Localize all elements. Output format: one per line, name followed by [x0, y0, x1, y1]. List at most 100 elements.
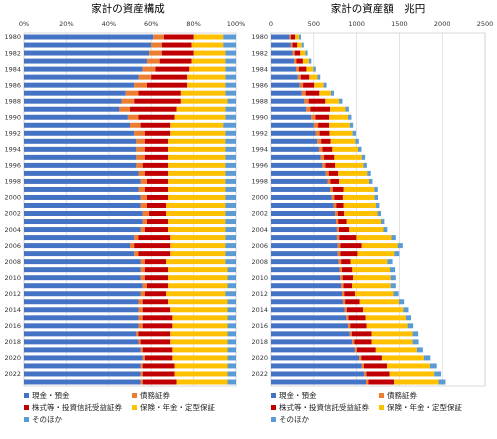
bar-segment-composition-2013-s0 [24, 299, 139, 305]
bar-segment-composition-2020-s1 [142, 355, 145, 361]
bar-segment-composition-1990-s0 [24, 114, 128, 120]
bar-segment-composition-2018-s1 [138, 339, 141, 345]
bar-segment-amount-2009-s3 [352, 267, 390, 273]
y-tick-label-amount: 1982 [251, 49, 268, 57]
bar-segment-amount-2018-s4 [412, 339, 419, 345]
bar-segment-amount-2010-s2 [342, 275, 354, 281]
y-tick-label-composition: 2002 [4, 210, 21, 218]
bar-segment-composition-2009-s3 [168, 267, 228, 273]
bar-segment-amount-2011-s4 [390, 283, 396, 289]
bar-segment-composition-1989-s2 [130, 106, 177, 112]
bar-segment-composition-2010-s2 [144, 275, 169, 281]
bar-segment-composition-1986-s2 [146, 82, 188, 88]
bar-segment-composition-2018-s2 [140, 339, 171, 345]
bar-segment-composition-2014-s4 [227, 307, 236, 313]
bar-segment-composition-2005-s0 [24, 235, 135, 241]
bar-segment-composition-1994-s2 [144, 146, 169, 152]
bar-segment-composition-1995-s2 [144, 154, 169, 160]
bar-segment-composition-1991-s1 [130, 122, 141, 128]
bar-segment-amount-2000-s2 [334, 194, 343, 200]
bar-segment-composition-2017-s2 [138, 331, 171, 337]
bar-segment-composition-1994-s1 [136, 146, 145, 152]
bar-segment-amount-1995-s1 [320, 154, 325, 160]
bar-segment-amount-1981-s0 [271, 42, 291, 48]
bar-segment-composition-2020-s0 [24, 355, 143, 361]
chart-title-amount: 家計の資産額 兆円 [331, 2, 426, 15]
bar-segment-composition-1992-s3 [170, 130, 226, 136]
bar-segment-amount-1998-s2 [330, 178, 340, 184]
bar-segment-amount-1988-s1 [304, 98, 309, 104]
bar-segment-composition-1984-s4 [225, 66, 236, 72]
legend-label-amount: 株式等・投資信託受益証券 [279, 402, 369, 412]
bar-segment-composition-2006-s3 [170, 243, 226, 249]
bar-segment-composition-2009-s2 [144, 267, 169, 273]
bar-segment-composition-1993-s0 [24, 138, 137, 144]
bar-segment-composition-2009-s4 [227, 267, 236, 273]
bar-segment-amount-2005-s1 [336, 235, 340, 241]
bar-segment-composition-2023-s3 [176, 379, 228, 385]
bar-segment-composition-2004-s0 [24, 227, 141, 233]
bar-segment-composition-1990-s1 [127, 114, 139, 120]
bar-segment-amount-2011-s1 [341, 283, 344, 289]
bar-segment-composition-2022-s1 [140, 371, 143, 377]
bar-segment-composition-2013-s4 [227, 299, 236, 305]
bar-segment-composition-1991-s0 [24, 122, 130, 128]
bar-segment-composition-1987-s0 [24, 90, 126, 96]
bar-segment-composition-1987-s2 [138, 90, 181, 96]
bar-segment-composition-2005-s3 [170, 235, 226, 241]
bar-segment-composition-2000-s2 [146, 194, 169, 200]
bar-segment-amount-1989-s2 [310, 106, 331, 112]
bar-segment-amount-2016-s0 [271, 323, 349, 329]
bar-segment-composition-2015-s0 [24, 315, 139, 321]
y-tick-label-amount: 2022 [251, 370, 268, 378]
y-tick-label-amount: 1984 [251, 65, 268, 73]
bar-segment-composition-2017-s1 [136, 331, 139, 337]
y-tick-label-amount: 1988 [251, 97, 268, 105]
bar-segment-amount-2009-s1 [339, 267, 343, 273]
bar-segment-composition-1997-s0 [24, 170, 139, 176]
bar-segment-amount-2022-s0 [271, 371, 365, 377]
bar-segment-composition-2011-s1 [142, 283, 147, 289]
bar-segment-amount-2012-s3 [354, 291, 394, 297]
bar-segment-composition-1992-s4 [225, 130, 236, 136]
bar-segment-amount-1994-s3 [332, 146, 359, 152]
bar-segment-amount-2004-s4 [383, 227, 388, 233]
bar-segment-composition-2012-s4 [225, 291, 236, 297]
legend-label-amount: 債務証券 [387, 390, 417, 400]
bar-segment-composition-2004-s4 [225, 227, 236, 233]
bar-segment-composition-1993-s3 [168, 138, 226, 144]
y-tick-label-composition: 1998 [4, 178, 21, 186]
bar-segment-composition-1980-s4 [223, 34, 236, 40]
bar-segment-amount-1987-s2 [305, 90, 320, 96]
bar-segment-amount-1995-s2 [324, 154, 335, 160]
bar-segment-amount-2010-s4 [390, 275, 396, 281]
bar-segment-amount-2006-s2 [340, 243, 362, 249]
bar-segment-amount-2016-s4 [407, 323, 414, 329]
bar-segment-amount-1998-s4 [369, 178, 373, 184]
bar-segment-amount-2013-s3 [359, 299, 400, 305]
bar-segment-amount-1984-s3 [306, 66, 314, 72]
bar-segment-composition-2008-s3 [166, 259, 226, 265]
bar-segment-composition-2021-s0 [24, 363, 141, 369]
bar-segment-amount-1990-s4 [348, 114, 352, 120]
bar-segment-composition-2014-s2 [142, 307, 171, 313]
y-tick-label-composition: 2022 [4, 370, 21, 378]
bar-segment-amount-1991-s3 [329, 122, 350, 128]
x-tick-label-composition: 40% [102, 20, 116, 28]
bar-segment-amount-2004-s3 [349, 227, 384, 233]
y-tick-label-composition: 1986 [4, 81, 21, 89]
bar-segment-composition-2000-s1 [140, 194, 147, 200]
bar-segment-composition-1981-s0 [24, 42, 152, 48]
bar-segment-amount-2014-s2 [346, 307, 364, 313]
bar-segment-composition-1988-s0 [24, 98, 122, 104]
legend-label-composition: 株式等・投資信託受益証券 [32, 402, 122, 412]
bar-segment-amount-1991-s1 [313, 122, 319, 128]
x-tick-label-amount: 2000 [434, 20, 451, 28]
bar-segment-composition-1993-s2 [144, 138, 169, 144]
bar-segment-composition-1985-s1 [138, 74, 152, 80]
bar-segment-composition-2007-s4 [225, 251, 236, 257]
bar-segment-amount-2012-s4 [393, 291, 399, 297]
bar-segment-amount-2010-s0 [271, 275, 341, 281]
bar-segment-amount-1986-s3 [314, 82, 324, 88]
